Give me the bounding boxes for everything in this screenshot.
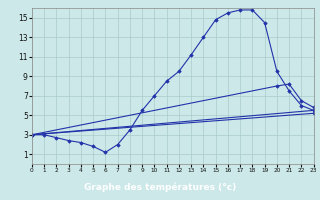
Text: Graphe des températures (°c): Graphe des températures (°c) [84, 182, 236, 192]
